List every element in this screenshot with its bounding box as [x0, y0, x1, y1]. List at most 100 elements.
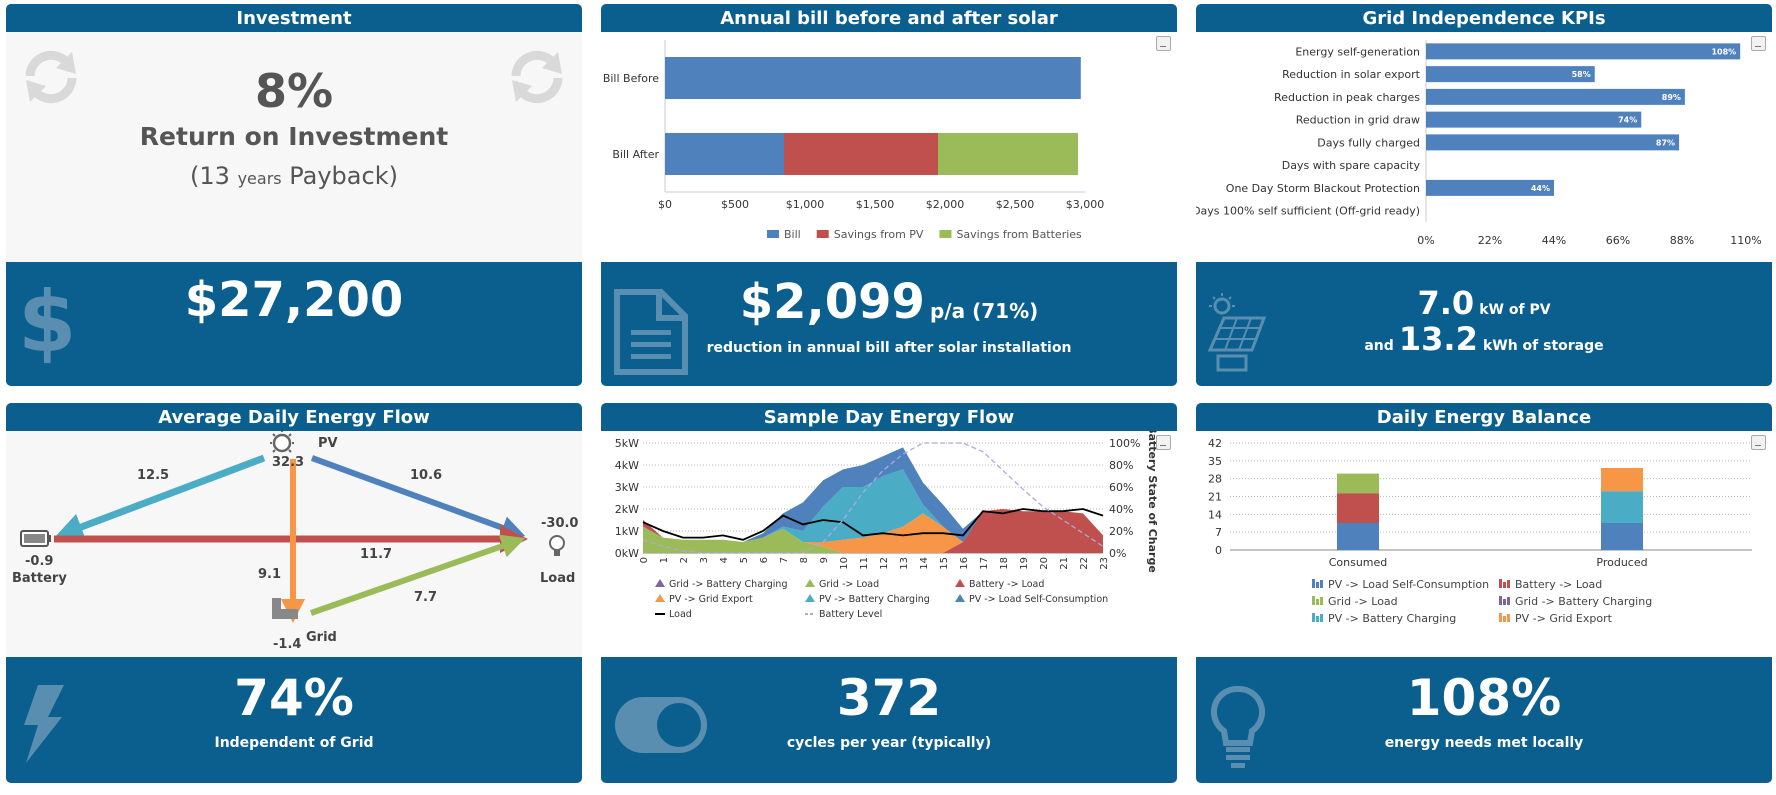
legend-swatch: [1316, 616, 1319, 622]
legend-swatch: [1507, 597, 1510, 605]
avg-flow-diagram: PV 32.3 -0.9 Battery -30.0 Load Grid -1.…: [6, 431, 582, 657]
panel-title: Investment: [6, 4, 582, 32]
sun-icon: [270, 431, 294, 453]
flow-pv-to-load: [310, 455, 526, 540]
storage-size-unit: kWh of storage: [1482, 338, 1604, 354]
bar-segment: [1337, 522, 1379, 550]
data-label: 89%: [1662, 93, 1681, 102]
y-tick-label: 7: [1215, 526, 1222, 539]
download-icon[interactable]: [1751, 36, 1766, 51]
battery-value: -0.9: [25, 554, 53, 569]
category-label: Bill After: [612, 148, 659, 161]
bar-segment: [1601, 491, 1643, 523]
legend-label: Savings from Batteries: [956, 228, 1082, 241]
panel-title: Average Daily Energy Flow: [6, 403, 582, 431]
legend-label: Battery -> Load: [1515, 578, 1602, 591]
x-tick-label: Consumed: [1329, 556, 1388, 569]
solar-panel-icon: [1207, 293, 1266, 372]
bar-segment: [1337, 473, 1379, 494]
legend-label: Load: [669, 609, 692, 620]
x-tick-label: $1,000: [786, 198, 825, 211]
x-tick-label: 66%: [1606, 234, 1630, 247]
sample-day-panel: Sample Day Energy Flow 0kW 1kW 2kW 3kW 4kW 5k…: [601, 403, 1177, 783]
x-tick-label: 5: [739, 557, 750, 563]
pv-size-unit: kW of PV: [1479, 302, 1551, 318]
x-tick-label: 3: [699, 557, 710, 563]
bar-segment: [1601, 522, 1643, 550]
legend-swatch: [1320, 580, 1323, 588]
bar-segment: [1337, 493, 1379, 523]
x-tick-label: 15: [939, 557, 950, 570]
flow-pv-load-value: 10.6: [410, 468, 442, 483]
download-icon[interactable]: [1156, 36, 1171, 51]
y-right-tick-label: 80%: [1109, 459, 1133, 472]
sample-day-footer: 372 cycles per year (typically): [601, 657, 1177, 783]
kpi-bar: [1426, 88, 1685, 105]
download-icon[interactable]: [1751, 435, 1766, 450]
category-label: One Day Storm Blackout Protection: [1226, 182, 1420, 195]
flow-battery-load-value: 11.7: [360, 547, 392, 562]
x-tick-label: 12: [879, 557, 890, 570]
y-right-tick-label: 40%: [1109, 503, 1133, 516]
legend-swatch: [1316, 599, 1319, 605]
factory-icon: [272, 598, 298, 619]
legend-swatch: [1499, 579, 1502, 588]
x-tick-label: 9: [819, 557, 830, 563]
bar-segment: [665, 133, 784, 175]
legend-swatch: [655, 594, 665, 602]
legend-label: Grid -> Load: [819, 579, 879, 590]
legend-label: Bill: [784, 228, 801, 241]
x-tick-label: $500: [721, 198, 749, 211]
legend-swatch: [805, 579, 815, 587]
x-tick-label: $1,500: [856, 198, 895, 211]
payback-unit: years: [237, 169, 282, 188]
y-right-tick-label: 20%: [1109, 525, 1133, 538]
legend-label: PV -> Battery Charging: [1328, 612, 1456, 625]
x-tick-label: 4: [719, 557, 730, 563]
x-tick-label: 19: [1019, 557, 1030, 570]
legend-swatch: [816, 230, 829, 238]
x-tick-label: 21: [1059, 557, 1070, 570]
y-tick-label: 35: [1208, 455, 1222, 468]
category-label: Energy self-generation: [1295, 45, 1420, 58]
bar-segment: [1601, 467, 1643, 492]
daily-balance-footer: 108% energy needs met locally: [1196, 657, 1772, 783]
lightbulb-icon: [549, 535, 565, 556]
kpi-bar: [1426, 43, 1741, 60]
x-tick-label: 6: [759, 557, 770, 563]
flow-pv-grid-value: 9.1: [258, 567, 281, 582]
toggle-icon: [615, 697, 707, 753]
dollar-icon: $: [18, 273, 77, 371]
x-tick-label: 11: [859, 557, 870, 570]
flow-pv-to-battery: [54, 454, 266, 541]
area-series: [643, 509, 1103, 553]
y-tick-label: 2kW: [615, 503, 639, 516]
category-label: Reduction in peak charges: [1274, 91, 1420, 104]
independent-value: 74%: [234, 669, 354, 727]
legend-swatch: [1503, 616, 1506, 622]
y-tick-label: 4kW: [615, 459, 639, 472]
needs-met-value: 108%: [1406, 669, 1562, 727]
legend-swatch: [1507, 580, 1510, 588]
legend-label: PV -> Grid Export: [1515, 612, 1613, 625]
x-tick-label: 8: [799, 557, 810, 563]
legend-label: Battery -> Load: [969, 579, 1044, 590]
download-icon[interactable]: [1156, 435, 1171, 450]
x-tick-label: 16: [959, 557, 970, 570]
y-right-tick-label: 60%: [1109, 481, 1133, 494]
pv-value: 32.3: [272, 455, 304, 470]
legend-swatch: [767, 230, 779, 238]
storage-size-value: 13.2: [1398, 320, 1478, 358]
y-tick-label: 0: [1215, 544, 1222, 557]
legend-label: Grid -> Battery Charging: [1515, 595, 1652, 608]
category-label: Reduction in solar export: [1282, 68, 1421, 81]
grid-value: -1.4: [273, 637, 301, 652]
y-tick-label: 3kW: [615, 481, 639, 494]
category-label: Reduction in grid draw: [1296, 114, 1420, 127]
bill-reduction-amount: $2,099: [739, 274, 925, 330]
legend-swatch: [1316, 582, 1319, 588]
annual-bill-footer: $2,099 p/a (71%) reduction in annual bil…: [601, 262, 1177, 386]
panel-title: Sample Day Energy Flow: [601, 403, 1177, 431]
x-tick-label: 22: [1079, 557, 1090, 570]
y-tick-label: 28: [1208, 473, 1222, 486]
